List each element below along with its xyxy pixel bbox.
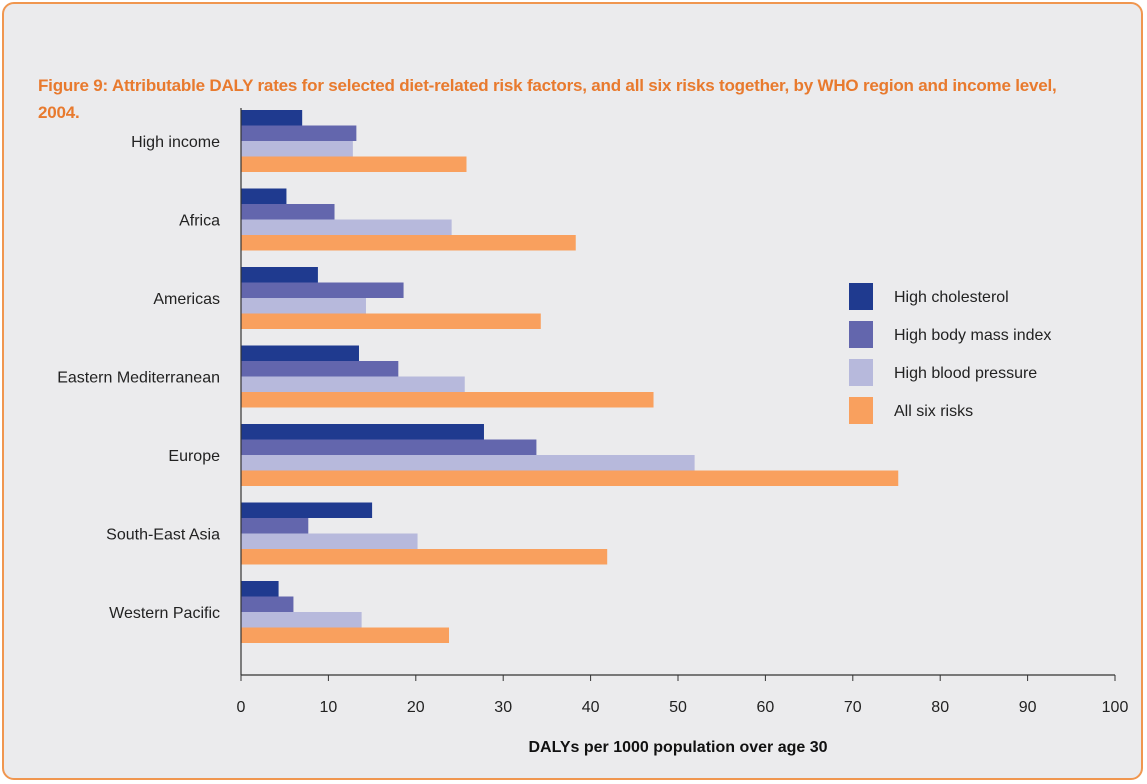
figure-title: Figure 9: Attributable DALY rates for se…	[38, 76, 1057, 122]
x-tick-labels: 0 10 20 30 40 50 60 70 80 90 100	[237, 699, 1129, 716]
bar-africa-high-cholesterol	[241, 188, 287, 204]
bar-europe-high-body-mass-index	[241, 439, 537, 455]
bar-south-east-asia-high-cholesterol	[241, 502, 373, 518]
bar-americas-high-body-mass-index	[241, 282, 404, 298]
bar-europe-all-six-risks	[241, 470, 899, 486]
x-tick-label: 20	[407, 699, 425, 716]
x-tick-label: 40	[582, 699, 600, 716]
legend-label-high-blood-pressure: High blood pressure	[894, 365, 1037, 382]
legend-swatch-high-blood-pressure	[849, 359, 873, 386]
bar-high-income-high-body-mass-index	[241, 125, 357, 141]
category-label-south-east-asia: South-East Asia	[106, 527, 220, 544]
bars-group	[241, 110, 899, 643]
legend-label-all-six-risks: All six risks	[894, 403, 973, 420]
legend-swatch-high-cholesterol	[849, 283, 873, 310]
bar-eastern-mediterranean-high-cholesterol	[241, 345, 359, 361]
bar-europe-high-cholesterol	[241, 424, 484, 440]
category-label-high-income: High income	[131, 134, 220, 151]
legend-swatch-high-body-mass-index	[849, 321, 873, 348]
x-tick-label: 100	[1102, 699, 1129, 716]
bar-western-pacific-all-six-risks	[241, 627, 450, 643]
category-label-western-pacific: Western Pacific	[109, 605, 220, 622]
x-tick-label: 50	[669, 699, 687, 716]
bar-high-income-all-six-risks	[241, 156, 467, 172]
category-label-europe: Europe	[168, 448, 220, 465]
bar-africa-high-body-mass-index	[241, 204, 335, 220]
bar-americas-high-blood-pressure	[241, 298, 366, 314]
bar-south-east-asia-high-blood-pressure	[241, 533, 418, 549]
bar-europe-high-blood-pressure	[241, 455, 695, 471]
legend: High cholesterol High body mass index High…	[849, 283, 1051, 424]
bar-eastern-mediterranean-all-six-risks	[241, 392, 654, 408]
legend-label-high-body-mass-index: High body mass index	[894, 327, 1051, 344]
x-axis-title: DALYs per 1000 population over age 30	[528, 739, 827, 756]
x-tick-label: 30	[494, 699, 512, 716]
legend-label-high-cholesterol: High cholesterol	[894, 289, 1009, 306]
bar-western-pacific-high-cholesterol	[241, 581, 279, 597]
bar-africa-high-blood-pressure	[241, 219, 452, 235]
x-tick-label: 10	[320, 699, 338, 716]
x-tick-label: 0	[237, 699, 246, 716]
bar-eastern-mediterranean-high-body-mass-index	[241, 361, 399, 377]
bar-americas-all-six-risks	[241, 313, 541, 329]
bar-western-pacific-high-blood-pressure	[241, 612, 362, 628]
category-label-africa: Africa	[179, 213, 220, 230]
bar-africa-all-six-risks	[241, 235, 576, 251]
bar-south-east-asia-high-body-mass-index	[241, 518, 309, 534]
axes-group	[240, 108, 1116, 681]
legend-swatch-all-six-risks	[849, 397, 873, 424]
x-tick-label: 90	[1019, 699, 1037, 716]
bar-eastern-mediterranean-high-blood-pressure	[241, 376, 465, 392]
bar-americas-high-cholesterol	[241, 267, 318, 283]
x-tick-label: 80	[931, 699, 949, 716]
bar-high-income-high-blood-pressure	[241, 141, 353, 157]
category-labels: High income Africa Americas Eastern Mediter…	[57, 134, 220, 622]
x-tick-label: 60	[757, 699, 775, 716]
bar-south-east-asia-all-six-risks	[241, 549, 608, 565]
category-label-americas: Americas	[153, 291, 220, 308]
bar-high-income-high-cholesterol	[241, 110, 303, 126]
category-label-eastern-mediterranean: Eastern Mediterranean	[57, 370, 220, 387]
bar-western-pacific-high-body-mass-index	[241, 596, 294, 612]
x-tick-label: 70	[844, 699, 862, 716]
